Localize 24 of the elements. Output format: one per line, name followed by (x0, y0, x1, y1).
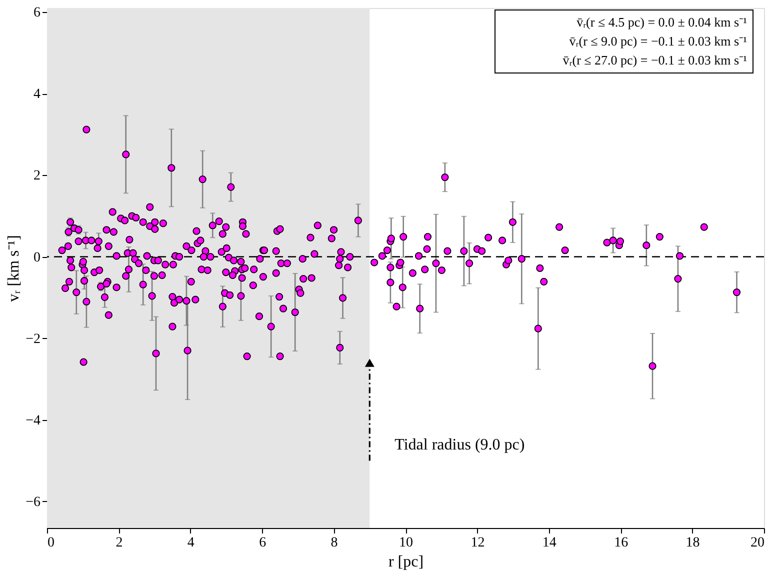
x-tick-label: 14 (542, 536, 556, 550)
y-tick-label: −2 (26, 332, 40, 347)
x-tick-label: 12 (470, 536, 485, 550)
x-tick-label: 2 (116, 536, 123, 550)
y-tick-label: 2 (34, 168, 40, 184)
x-tick-label: 20 (750, 536, 764, 550)
x-tick-label: 16 (614, 536, 628, 550)
x-tick-label: 10 (399, 536, 413, 550)
annotation: v̄ᵣ(r ≤ 4.5 pc) = 0.0 ± 0.04 km s⁻¹ (576, 14, 748, 30)
x-tick-label: 8 (330, 536, 338, 550)
x-tick-label: 0 (48, 536, 54, 550)
annotation: v̄ᵣ(r ≤ 27.0 pc) = −0.1 ± 0.03 km s⁻¹ (562, 52, 748, 68)
x-tick-label: 6 (259, 536, 266, 550)
x-tick-label: 18 (686, 536, 700, 550)
y-tick-label: 0 (34, 250, 40, 266)
x-axis-title: r [pc] (388, 554, 424, 570)
annotation: v̄ᵣ(r ≤ 9.0 pc) = −0.1 ± 0.03 km s⁻¹ (569, 34, 748, 48)
y-tick-label: −4 (26, 413, 40, 428)
x-tick-label: 4 (187, 536, 194, 550)
annotation: Tidal radius (9.0 pc) (394, 436, 525, 454)
y-tick-label: −6 (26, 494, 40, 510)
y-tick-label: 4 (34, 87, 40, 102)
y-axis-title: vᵣ [km s⁻¹] (6, 235, 23, 302)
y-tick-label: 6 (34, 6, 40, 21)
